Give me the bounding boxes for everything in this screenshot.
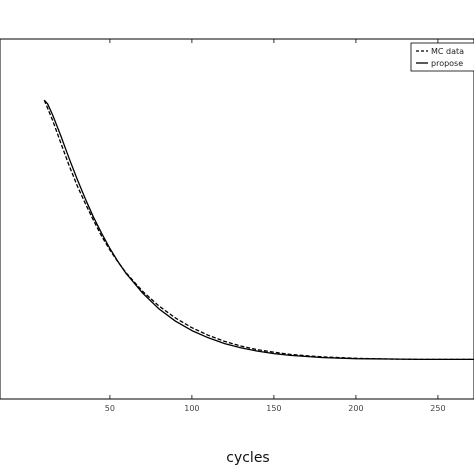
legend-label-propose: propose [431, 59, 463, 68]
plot-area-frame [0, 38, 474, 400]
legend: MC data propose [410, 42, 474, 72]
x-tick-label: 50 [105, 404, 115, 413]
x-tick-label: 150 [266, 404, 281, 413]
x-tick-label: 100 [184, 404, 199, 413]
series-layer [43, 99, 474, 361]
legend-label-mc-data: MC data [431, 47, 464, 56]
x-axis-ticks: 50 100 150 200 250 [105, 39, 446, 413]
series-line-propose [43, 99, 474, 361]
x-tick-label: 250 [430, 404, 445, 413]
legend-box [410, 42, 474, 72]
x-axis-title: cycles [226, 450, 269, 466]
x-tick-label: 200 [348, 404, 363, 413]
